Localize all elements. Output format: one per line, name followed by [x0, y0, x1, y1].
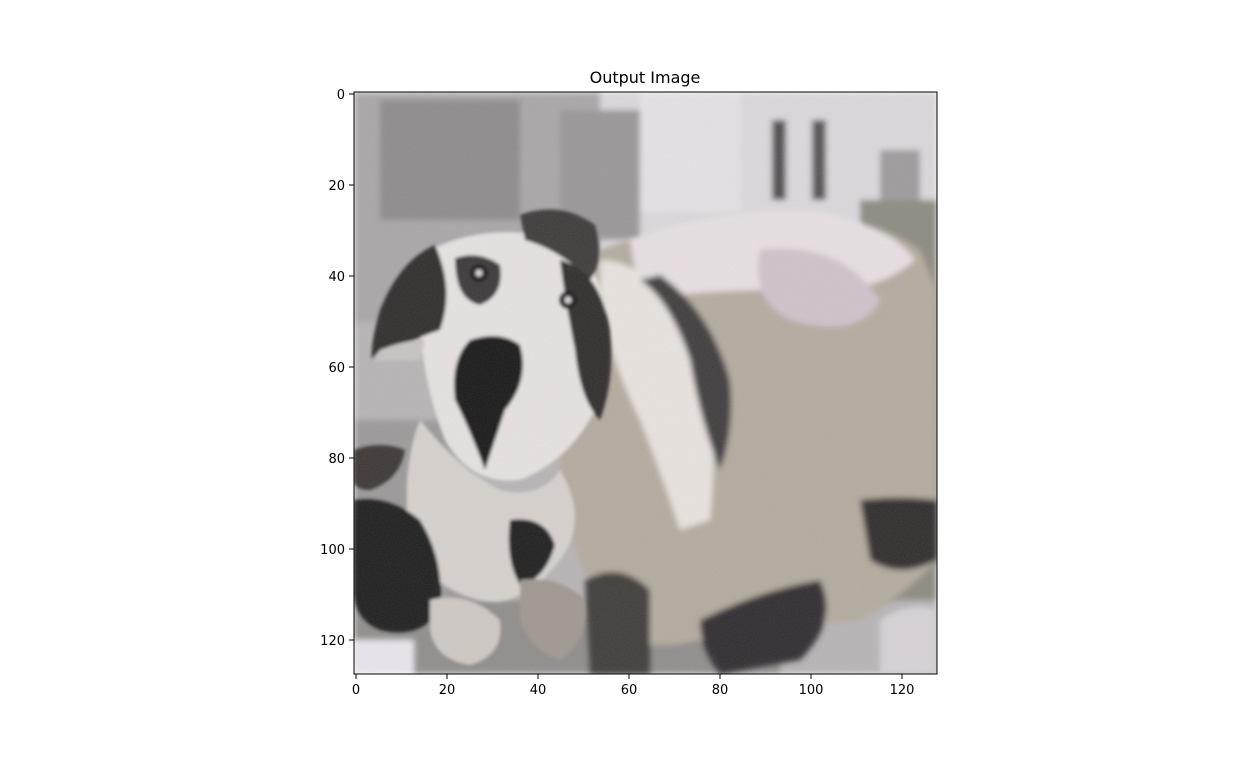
x-tick-label: 0	[352, 683, 360, 698]
x-tick-label: 80	[712, 683, 729, 698]
y-tick: 0	[337, 88, 354, 103]
dog-photo-icon	[354, 92, 937, 674]
x-tick: 0	[352, 674, 360, 698]
y-tick: 40	[328, 270, 354, 285]
y-tick-label: 0	[337, 88, 345, 103]
y-tick-label: 40	[328, 270, 345, 285]
x-tick: 20	[439, 674, 456, 698]
y-tick-label: 20	[328, 179, 345, 194]
x-tick-label: 40	[530, 683, 547, 698]
x-tick: 60	[621, 674, 638, 698]
y-tick: 100	[320, 543, 354, 558]
y-tick-label: 120	[320, 634, 345, 649]
y-tick: 80	[328, 452, 354, 467]
x-tick: 40	[530, 674, 547, 698]
x-tick-label: 100	[799, 683, 824, 698]
y-tick: 20	[328, 179, 354, 194]
x-tick: 80	[712, 674, 729, 698]
y-axis: 0 20 40 60 80 100 120	[320, 88, 354, 649]
x-tick: 100	[799, 674, 824, 698]
y-tick: 120	[320, 634, 354, 649]
y-tick-label: 80	[328, 452, 345, 467]
x-axis: 0 20 40 60 80 100 120	[352, 674, 915, 698]
x-tick-label: 120	[890, 683, 915, 698]
image-frame	[353, 91, 938, 675]
y-tick-label: 60	[328, 361, 345, 376]
x-tick: 120	[890, 674, 915, 698]
y-tick-label: 100	[320, 543, 345, 558]
x-tick-label: 60	[621, 683, 638, 698]
x-tick-label: 20	[439, 683, 456, 698]
y-tick: 60	[328, 361, 354, 376]
figure-title: Output Image	[590, 68, 701, 87]
